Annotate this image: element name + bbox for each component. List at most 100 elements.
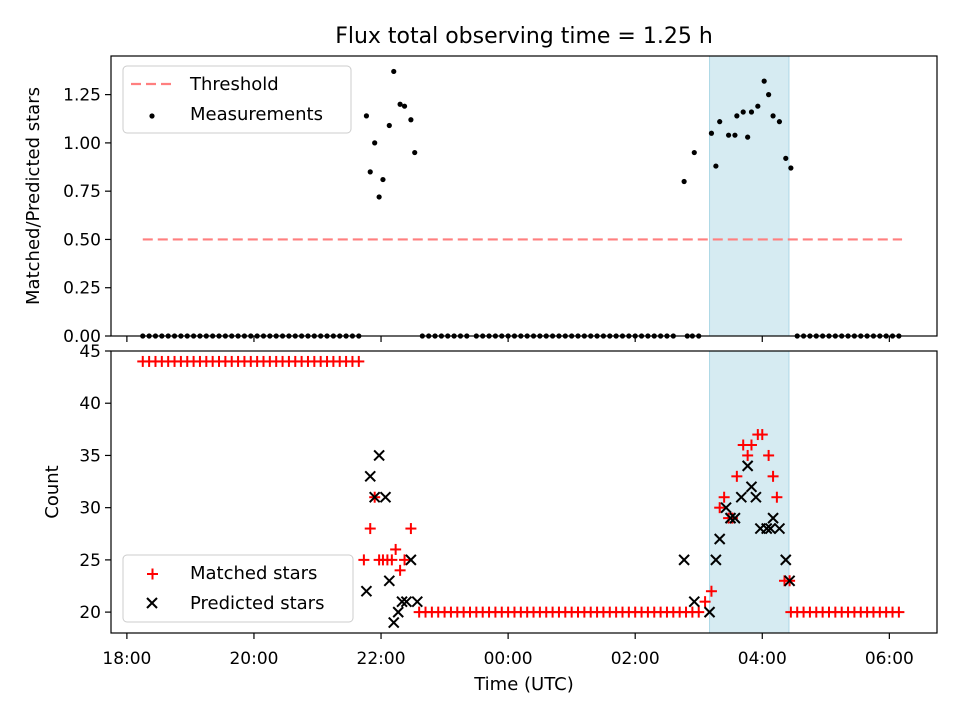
matched-star-point [394,564,406,576]
predicted-star-point [773,522,786,535]
x-stroke [360,585,373,597]
measurement-point [766,92,772,98]
matched-star-point [386,554,398,566]
predicted-star-point [405,554,417,566]
predicted-star-point [379,491,392,503]
measurement-point [391,68,397,75]
measurement-point [380,176,386,183]
y-tick-label: 20 [79,603,101,623]
predicted-star-point [724,512,737,524]
predicted-star-point [383,575,396,587]
x-stroke [741,460,754,472]
x-axis-label: Time (UTC) [473,674,574,695]
x-tick-label: 22:00 [357,649,406,669]
measurement-point [745,134,751,140]
x-tick-label: 18:00 [102,649,151,669]
matched-star-point [405,523,417,535]
x-stroke [405,554,417,566]
y-tick-label: 25 [79,551,101,571]
predicted-star-point [750,491,762,503]
matched-star-point [742,449,754,461]
measurement-point [372,140,378,146]
matched-star-point [771,491,783,503]
matched-star-point [699,596,711,608]
x-stroke [724,512,737,524]
measurement-point [397,101,403,107]
predicted-star-point [396,595,408,608]
x-stroke [678,554,690,566]
predicted-star-point [373,449,385,462]
x-stroke [392,606,404,618]
matched-star-point [364,523,376,535]
y-tick-label: 40 [79,394,101,414]
legend-box [122,554,354,623]
predicted-star-point [703,606,716,618]
legend-box [122,65,352,134]
x-stroke [783,575,796,587]
x-stroke [710,554,722,566]
x-stroke [773,522,786,535]
x-stroke [764,522,777,535]
x-stroke [767,512,779,524]
matched-star-point [353,355,365,367]
measurement-point [713,163,719,169]
top-y-axis-label: Matched/Predicted stars [23,87,44,305]
measurement-point [691,149,697,156]
x-stroke [713,533,726,545]
x-stroke [368,491,381,503]
y-tick-label: 0.75 [63,182,101,202]
matched-star-point [693,606,705,618]
x-stroke [761,522,773,535]
x-tick-label: 02:00 [611,649,660,669]
legend-label: Measurements [190,104,323,125]
measurement-point [708,130,715,136]
predicted-star-point [678,554,690,566]
predicted-star-point [761,522,773,535]
bottom-panel: 20 25 30 35 40 45 18:00 20:00 22:00 00:00 02:00 04:… [42,342,938,695]
top-axes-frame [110,55,938,337]
top-legend: Threshold Measurements [122,65,352,134]
measurement-point [363,113,370,119]
predicted-star-point [729,512,741,524]
matched-star-point [763,449,775,461]
y-tick-label: 0.25 [63,279,101,299]
predicted-star-point [713,533,726,545]
measurement-point [788,165,794,171]
x-tick-label: 00:00 [484,649,533,669]
x-stroke [379,491,392,503]
measurement-point [717,119,723,125]
predicted-star-point [392,606,404,618]
measurement-point [408,117,414,123]
observing-window-span [709,55,790,337]
x-stroke [373,449,385,462]
bottom-axes-frame [110,350,938,634]
matched-star-point [390,543,402,555]
x-stroke [720,501,732,514]
predicted-star-point [368,491,381,503]
predicted-star-point [780,554,792,566]
y-tick-label: 35 [79,446,101,466]
x-stroke [735,491,748,503]
measurement-point [761,78,767,84]
predicted-star-point [745,481,758,493]
x-stroke [750,491,762,503]
predicted-star-point [767,512,779,524]
x-stroke [396,595,408,608]
measurement-point [367,169,373,175]
measurement-point [755,103,761,109]
observing-window-span [709,350,790,634]
measurement-point [681,178,687,185]
y-tick-label: 45 [79,342,101,362]
predicted-star-point [360,585,373,597]
y-tick-label: 1.00 [63,134,101,154]
x-stroke [411,595,423,608]
measurement-point [412,149,418,156]
x-stroke [364,470,376,483]
measurement-point [783,155,789,161]
top-panel: 0.00 0.25 0.50 0.75 1.00 1.25 Matched/Predict… [23,55,938,347]
y-tick-label: 30 [79,499,101,519]
predicted-star-point [783,575,796,587]
bottom-y-axis-label: Count [42,465,63,518]
predicted-star-point [400,595,413,608]
y-tick-label: 0.00 [63,327,101,347]
